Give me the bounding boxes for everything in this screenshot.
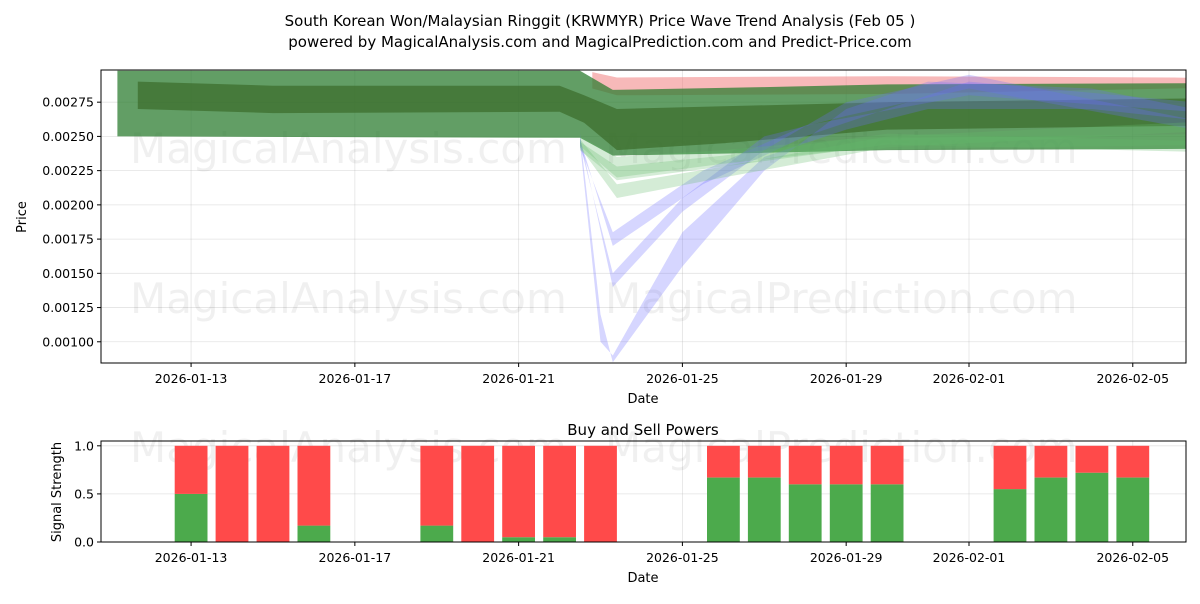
price-x-tick-label: 2026-01-29 (810, 371, 883, 386)
price-y-ticks: 0.00100 0.00125 0.00150 0.00175 0.00200 0.002… (42, 95, 101, 349)
signal-x-tick-label: 2026-01-29 (810, 550, 883, 565)
price-band-green-dip-1 (580, 134, 1186, 178)
sell-bar (829, 445, 863, 485)
signal-x-tick-label: 2026-02-05 (1096, 550, 1169, 565)
price-x-tick-label: 2026-02-05 (1096, 371, 1169, 386)
price-y-tick-label: 0.00225 (42, 163, 94, 178)
sell-bar (584, 445, 617, 542)
price-y-tick-label: 0.00200 (42, 197, 94, 212)
price-y-tick-label: 0.00275 (42, 95, 94, 110)
price-band-dark-core (137, 81, 1186, 151)
sell-bar (174, 445, 208, 494)
sell-bar (502, 445, 535, 538)
signal-x-tick-label: 2026-01-13 (155, 550, 228, 565)
signal-y-ticks: 0.0 0.5 1.0 (74, 438, 101, 550)
price-y-tick-label: 0.00100 (42, 334, 94, 349)
price-x-tick-label: 2026-01-25 (646, 371, 719, 386)
price-y-tick-label: 0.00250 (42, 129, 94, 144)
signal-y-tick-label: 1.0 (74, 438, 94, 453)
buy-bar (174, 493, 208, 542)
watermark-prediction-2: MagicalPrediction.com (605, 274, 1078, 323)
signal-x-axis-label: Date (627, 571, 658, 586)
price-plot-frame (100, 69, 1187, 364)
sell-bar (297, 445, 331, 526)
buy-bar (502, 537, 535, 542)
price-band-green-dip-2 (580, 122, 1186, 198)
sell-bar (747, 445, 781, 478)
price-x-tick-label: 2026-02-01 (933, 371, 1006, 386)
signal-y-axis-label: Signal Strength (50, 442, 65, 542)
price-y-tick-label: 0.00175 (42, 232, 94, 247)
sell-bar (993, 445, 1027, 490)
signal-x-tick-label: 2026-01-21 (482, 550, 555, 565)
figure-title: South Korean Won/Malaysian Ringgit (KRWM… (285, 12, 916, 30)
signal-bars (174, 445, 1150, 542)
buy-sell-chart: MagicalAnalysis.com MagicalPrediction.co… (50, 421, 1187, 586)
sell-bar (215, 445, 249, 542)
buy-bar (543, 537, 576, 542)
price-y-tick-label: 0.00125 (42, 300, 94, 315)
price-band-blue-dip-1 (580, 81, 1186, 363)
signal-plot-frame (100, 440, 1187, 543)
price-x-tick-label: 2026-01-21 (482, 371, 555, 386)
sell-bar (543, 445, 576, 538)
signal-x-tick-label: 2026-01-17 (319, 550, 392, 565)
sell-bar (707, 445, 740, 478)
buy-bar (707, 477, 740, 542)
sell-bar (420, 445, 454, 526)
signal-y-tick-label: 0.0 (74, 535, 94, 550)
figure-subtitle: powered by MagicalAnalysis.com and Magic… (288, 33, 912, 51)
signal-y-tick-label: 0.5 (74, 486, 94, 501)
price-x-axis-label: Date (627, 392, 658, 407)
sell-bar (256, 445, 290, 542)
buy-bar (1034, 477, 1068, 542)
price-band-blue-dip-3 (580, 81, 1186, 246)
price-bands (117, 70, 1186, 363)
price-y-tick-label: 0.00150 (42, 266, 94, 281)
price-band-green-dip-3 (580, 133, 1186, 181)
price-y-axis-label: Price (15, 201, 30, 233)
sell-bar (1075, 445, 1109, 473)
signal-x-tick-label: 2026-01-25 (646, 550, 719, 565)
price-x-tick-label: 2026-01-13 (155, 371, 228, 386)
sell-bar (1034, 445, 1068, 478)
sell-bar (1116, 445, 1150, 478)
buy-bar (829, 484, 863, 542)
sell-bar (461, 445, 495, 542)
buy-bar (420, 525, 454, 542)
price-x-tick-label: 2026-01-17 (319, 371, 392, 386)
buy-bar (297, 525, 331, 542)
buy-bar (788, 484, 822, 542)
signal-chart-title: Buy and Sell Powers (567, 421, 719, 439)
price-wave-chart: MagicalAnalysis.com MagicalPrediction.co… (15, 69, 1187, 407)
sell-bar (870, 445, 904, 485)
price-x-ticks: 2026-01-13 2026-01-17 2026-01-21 2026-01-25… (155, 363, 1169, 386)
buy-bar (870, 484, 904, 542)
signal-x-ticks: 2026-01-13 2026-01-17 2026-01-21 2026-01-25… (155, 542, 1169, 565)
buy-bar (993, 489, 1027, 542)
buy-bar (1116, 477, 1150, 542)
buy-bar (1075, 472, 1109, 542)
sell-bar (788, 445, 822, 485)
buy-bar (747, 477, 781, 542)
signal-x-tick-label: 2026-02-01 (933, 550, 1006, 565)
watermark-analysis-2: MagicalAnalysis.com (130, 274, 567, 323)
